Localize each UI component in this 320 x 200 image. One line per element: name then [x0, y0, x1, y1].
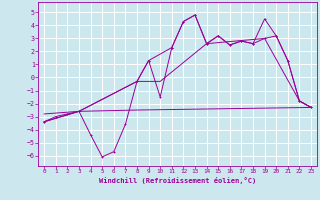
X-axis label: Windchill (Refroidissement éolien,°C): Windchill (Refroidissement éolien,°C) — [99, 177, 256, 184]
